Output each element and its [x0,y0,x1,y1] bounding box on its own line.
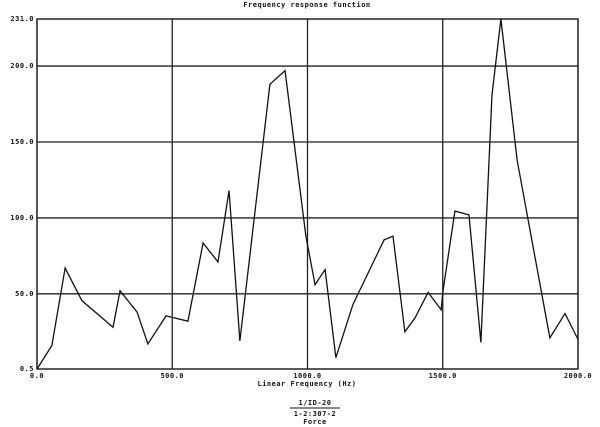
y-tick-label: 231.0 [10,15,34,23]
x-tick-label: 1000.0 [293,372,321,380]
x-tick-label: 2000.0 [564,372,592,380]
y-tick-label: 100.0 [10,214,34,222]
chart-title: Frequency response function [243,1,370,9]
y-tick-label: 150.0 [10,138,34,146]
x-axis-label: Linear Frequency (Hz) [257,380,356,388]
y-tick-label: 50.0 [15,290,34,298]
x-tick-label: 0.0 [30,372,44,380]
x-tick-label: 1500.0 [429,372,457,380]
y-tick-label: 0.5 [20,365,34,373]
footer-line: 1/ID-20 [298,399,331,407]
footer-line: 1-2:307-2 [294,410,336,418]
data-line [36,18,579,370]
footer-line: Force [303,418,327,426]
y-tick-label: 200.0 [10,62,34,70]
x-tick-label: 500.0 [160,372,184,380]
